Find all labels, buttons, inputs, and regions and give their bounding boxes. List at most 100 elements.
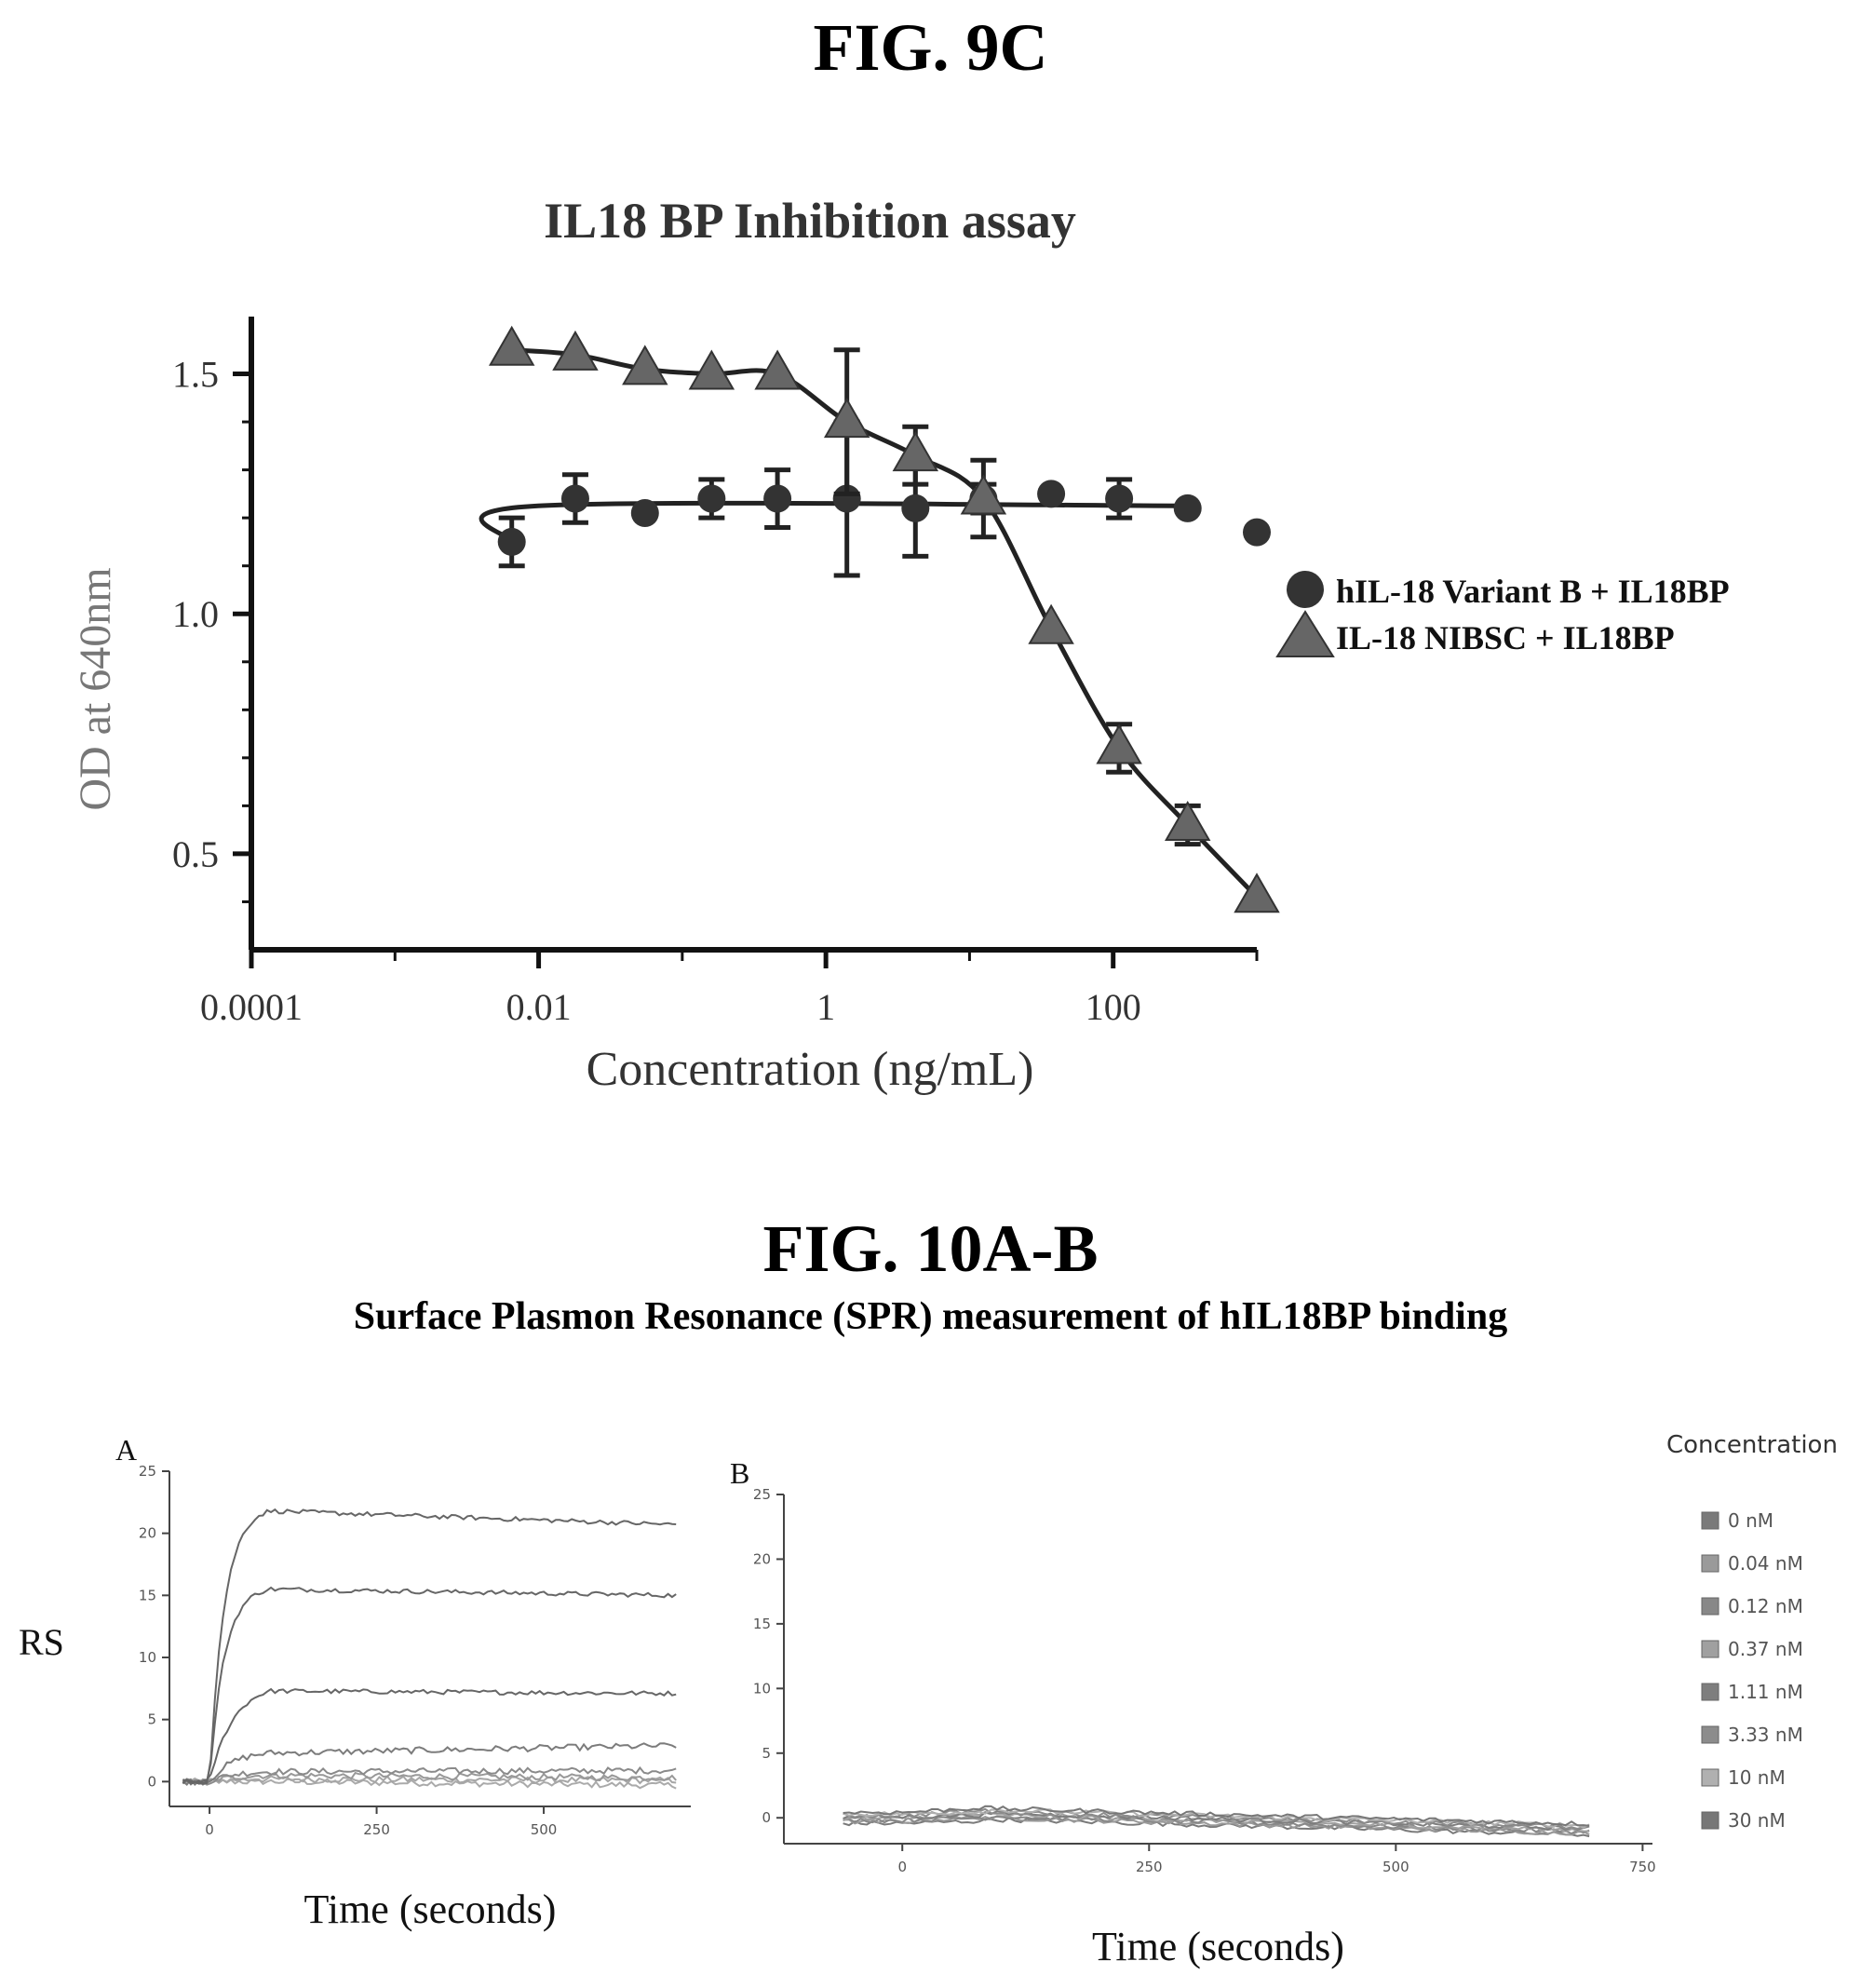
y-tick-label: 25 (139, 1463, 156, 1480)
trace-0-nM (843, 1817, 1590, 1838)
legend-item-label: 30 nM (1728, 1809, 1786, 1832)
legend-swatch (1701, 1768, 1719, 1787)
legend-swatch (1701, 1554, 1719, 1573)
point-variant-b (1105, 484, 1134, 513)
trace-0_12-nM (182, 1771, 677, 1784)
x-tick-label: 750 (1629, 1859, 1656, 1875)
legend-marker-triangle (1275, 610, 1335, 657)
point-variant-b (1173, 494, 1202, 522)
legend-marker-circle (1287, 571, 1324, 608)
y-tick-label: 0.5 (172, 833, 219, 875)
y-tick-label: 10 (139, 1649, 156, 1666)
x-tick-label: 0.01 (506, 986, 572, 1028)
legend-swatch (1701, 1640, 1719, 1658)
y-tick-label: 0 (762, 1809, 771, 1826)
trace-10-nM (182, 1586, 677, 1785)
point-variant-b (630, 499, 659, 527)
legend: hIL-18 Variant B + IL18BP IL-18 NIBSC + I… (1275, 571, 1730, 657)
panel-label: A (115, 1433, 137, 1467)
point-nibsc (754, 349, 801, 390)
fig-10-subtitle: Surface Plasmon Resonance (SPR) measurem… (353, 1295, 1508, 1338)
trace-30-nM (843, 1805, 1590, 1827)
x-tick-label: 0 (897, 1859, 907, 1875)
legend-label: IL-18 NIBSC + IL18BP (1336, 619, 1675, 656)
y-tick-label: 5 (147, 1711, 156, 1728)
y-tick-label: 10 (753, 1680, 771, 1697)
il18bp-inhibition-chart: IL18 BP Inhibition assay OD at 640nm Con… (71, 193, 1730, 1096)
point-nibsc (552, 330, 599, 371)
legend-item-label: 3.33 nM (1728, 1724, 1803, 1746)
y-tick-label: 1.0 (172, 593, 219, 635)
y-tick-label: 25 (753, 1486, 771, 1503)
trace-0_37-nM (843, 1810, 1590, 1832)
point-nibsc (1234, 872, 1280, 913)
legend-label: hIL-18 Variant B + IL18BP (1336, 573, 1730, 610)
x-tick-label: 100 (1086, 986, 1141, 1028)
legend-swatch (1701, 1725, 1719, 1744)
fig-10ab-label: FIG. 10A-B (762, 1211, 1099, 1286)
legend-item-label: 1.11 nM (1728, 1681, 1803, 1703)
trace-30-nM (182, 1508, 677, 1785)
legend-item-label: 0.12 nM (1728, 1595, 1803, 1617)
point-variant-b (901, 494, 930, 522)
x-tick-label: 500 (1382, 1859, 1409, 1875)
x-tick-label: 0 (205, 1821, 214, 1838)
legend-swatch (1701, 1811, 1719, 1830)
y-axis-label: RS (19, 1621, 64, 1663)
point-nibsc (1164, 800, 1211, 841)
x-axis-label: Concentration (ng/mL) (587, 1043, 1034, 1096)
trace-0-nM (182, 1777, 677, 1790)
panel-label: B (730, 1456, 749, 1490)
data-points (488, 325, 1280, 913)
legend-swatch (1701, 1511, 1719, 1530)
y-tick-label: 20 (753, 1550, 771, 1567)
point-nibsc (488, 325, 535, 366)
point-variant-b (697, 484, 726, 513)
legend-item-label: 10 nM (1728, 1766, 1786, 1789)
axes: 0.5 1.0 1.5 0.0001 0.01 1 100 (172, 317, 1259, 1028)
point-nibsc (1096, 724, 1142, 764)
y-tick-label: 5 (762, 1745, 771, 1762)
x-tick-label: 250 (363, 1821, 390, 1838)
x-axis-label: Time (seconds) (1092, 1924, 1344, 1969)
point-variant-b (1037, 480, 1066, 508)
legend-item-label: 0.04 nM (1728, 1552, 1803, 1575)
point-variant-b (763, 484, 792, 513)
point-variant-b (497, 527, 526, 556)
point-variant-b (560, 484, 589, 513)
x-tick-label: 500 (531, 1821, 558, 1838)
y-tick-label: 1.5 (172, 354, 219, 396)
x-tick-label: 0.0001 (200, 986, 303, 1028)
y-tick-label: 15 (139, 1587, 156, 1603)
x-axis-label: Time (seconds) (304, 1887, 557, 1932)
trace-0_37-nM (182, 1765, 677, 1786)
y-tick-label: 15 (753, 1616, 771, 1632)
y-axis-label: OD at 640nm (71, 567, 120, 810)
point-nibsc (1028, 603, 1074, 644)
chart-title: IL18 BP Inhibition assay (544, 193, 1076, 249)
legend-swatch (1701, 1597, 1719, 1616)
point-nibsc (960, 474, 1007, 515)
legend-item-label: 0 nM (1728, 1509, 1773, 1532)
point-variant-b (1243, 518, 1271, 547)
legend-item-label: 0.37 nM (1728, 1638, 1803, 1660)
fit-lines (479, 347, 1259, 899)
x-tick-label: 250 (1136, 1859, 1163, 1875)
point-nibsc (622, 345, 668, 385)
x-tick-label: 1 (816, 986, 835, 1028)
legend-swatch (1701, 1683, 1719, 1701)
fig-9c-label: FIG. 9C (813, 10, 1048, 85)
legend-title: Concentration (1666, 1431, 1838, 1459)
point-nibsc (823, 398, 870, 439)
point-nibsc (688, 349, 735, 390)
trace-1_11-nM (182, 1742, 677, 1787)
y-tick-label: 20 (139, 1525, 156, 1542)
trace-3_33-nM (182, 1687, 677, 1785)
fit-line-2 (511, 347, 1259, 899)
concentration-legend: Concentration 0 nM 0.04 nM 0.12 nM 0.37 nM 1.… (1666, 1431, 1838, 1832)
point-nibsc (892, 431, 939, 472)
y-tick-label: 0 (147, 1773, 156, 1790)
